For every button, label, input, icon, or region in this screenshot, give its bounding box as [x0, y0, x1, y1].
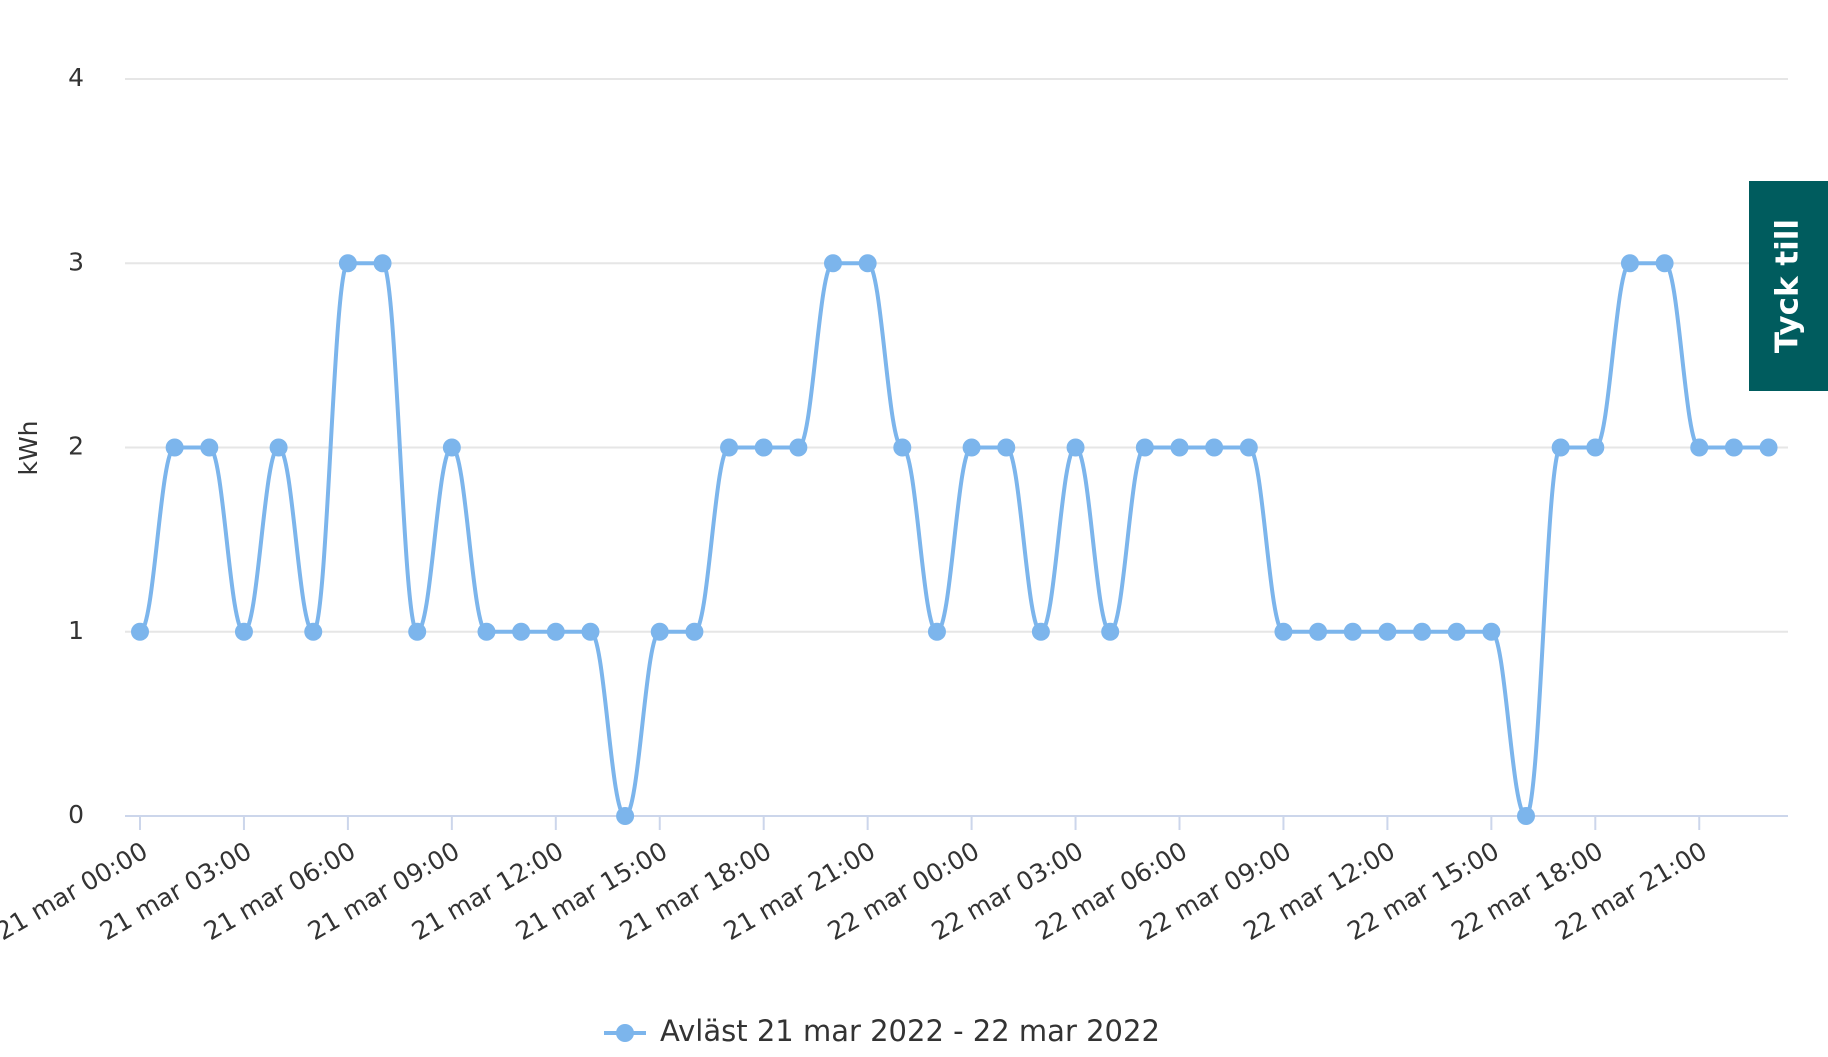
point-marker: [1482, 622, 1501, 641]
point-marker: [997, 438, 1016, 457]
point-marker: [131, 622, 149, 641]
series-line: [138, 261, 1769, 819]
point-marker: [546, 622, 565, 641]
point-marker: [754, 438, 773, 457]
point-marker: [824, 254, 842, 273]
point-marker: [1413, 622, 1432, 641]
point-marker: [789, 438, 808, 457]
point-marker: [1170, 438, 1189, 457]
point-marker: [165, 438, 184, 457]
point-marker: [1101, 622, 1120, 641]
point-marker: [269, 438, 288, 457]
point-marker: [616, 807, 635, 825]
point-marker: [1586, 438, 1605, 457]
point-marker: [1690, 438, 1709, 457]
point-marker: [512, 622, 531, 641]
point-marker: [1620, 254, 1639, 273]
point-marker: [1724, 438, 1743, 457]
point-marker: [1274, 622, 1293, 641]
point-marker: [581, 622, 600, 641]
point-marker: [1551, 438, 1570, 457]
point-marker: [858, 254, 877, 273]
point-marker: [1135, 438, 1154, 457]
point-marker: [1031, 622, 1050, 641]
point-marker: [1066, 438, 1085, 457]
y-tick-label: 0: [68, 800, 84, 829]
point-marker: [1378, 622, 1397, 641]
point-marker: [1759, 438, 1778, 457]
y-tick-label: 2: [68, 432, 84, 461]
feedback-button[interactable]: Tyck till: [1749, 181, 1828, 391]
point-marker: [1447, 622, 1466, 641]
point-marker: [1205, 438, 1224, 457]
point-marker: [234, 622, 253, 641]
point-marker: [1309, 622, 1328, 641]
point-marker: [442, 438, 461, 457]
point-marker: [304, 622, 323, 641]
legend-marker: [616, 1024, 634, 1042]
point-marker: [685, 622, 704, 641]
feedback-button-label[interactable]: Tyck till: [1770, 219, 1806, 353]
point-marker: [962, 438, 981, 457]
point-marker: [1343, 622, 1362, 641]
point-marker: [720, 438, 739, 457]
y-tick-label: 1: [68, 616, 84, 645]
y-tick-label: 3: [68, 247, 84, 276]
point-marker: [1655, 254, 1674, 273]
point-marker: [338, 254, 357, 273]
point-marker: [477, 622, 496, 641]
y-tick-label: 4: [68, 63, 84, 92]
point-marker: [200, 438, 219, 457]
point-marker: [1517, 807, 1535, 825]
point-marker: [1239, 438, 1258, 457]
point-marker: [373, 254, 392, 273]
y-axis-title: kWh: [14, 420, 43, 475]
feedback-button-bg[interactable]: [1749, 181, 1828, 391]
point-marker: [650, 622, 669, 641]
point-marker: [893, 438, 912, 457]
point-marker: [927, 622, 946, 641]
legend-label: Avläst 21 mar 2022 - 22 mar 2022: [660, 1014, 1160, 1048]
point-marker: [408, 622, 427, 641]
